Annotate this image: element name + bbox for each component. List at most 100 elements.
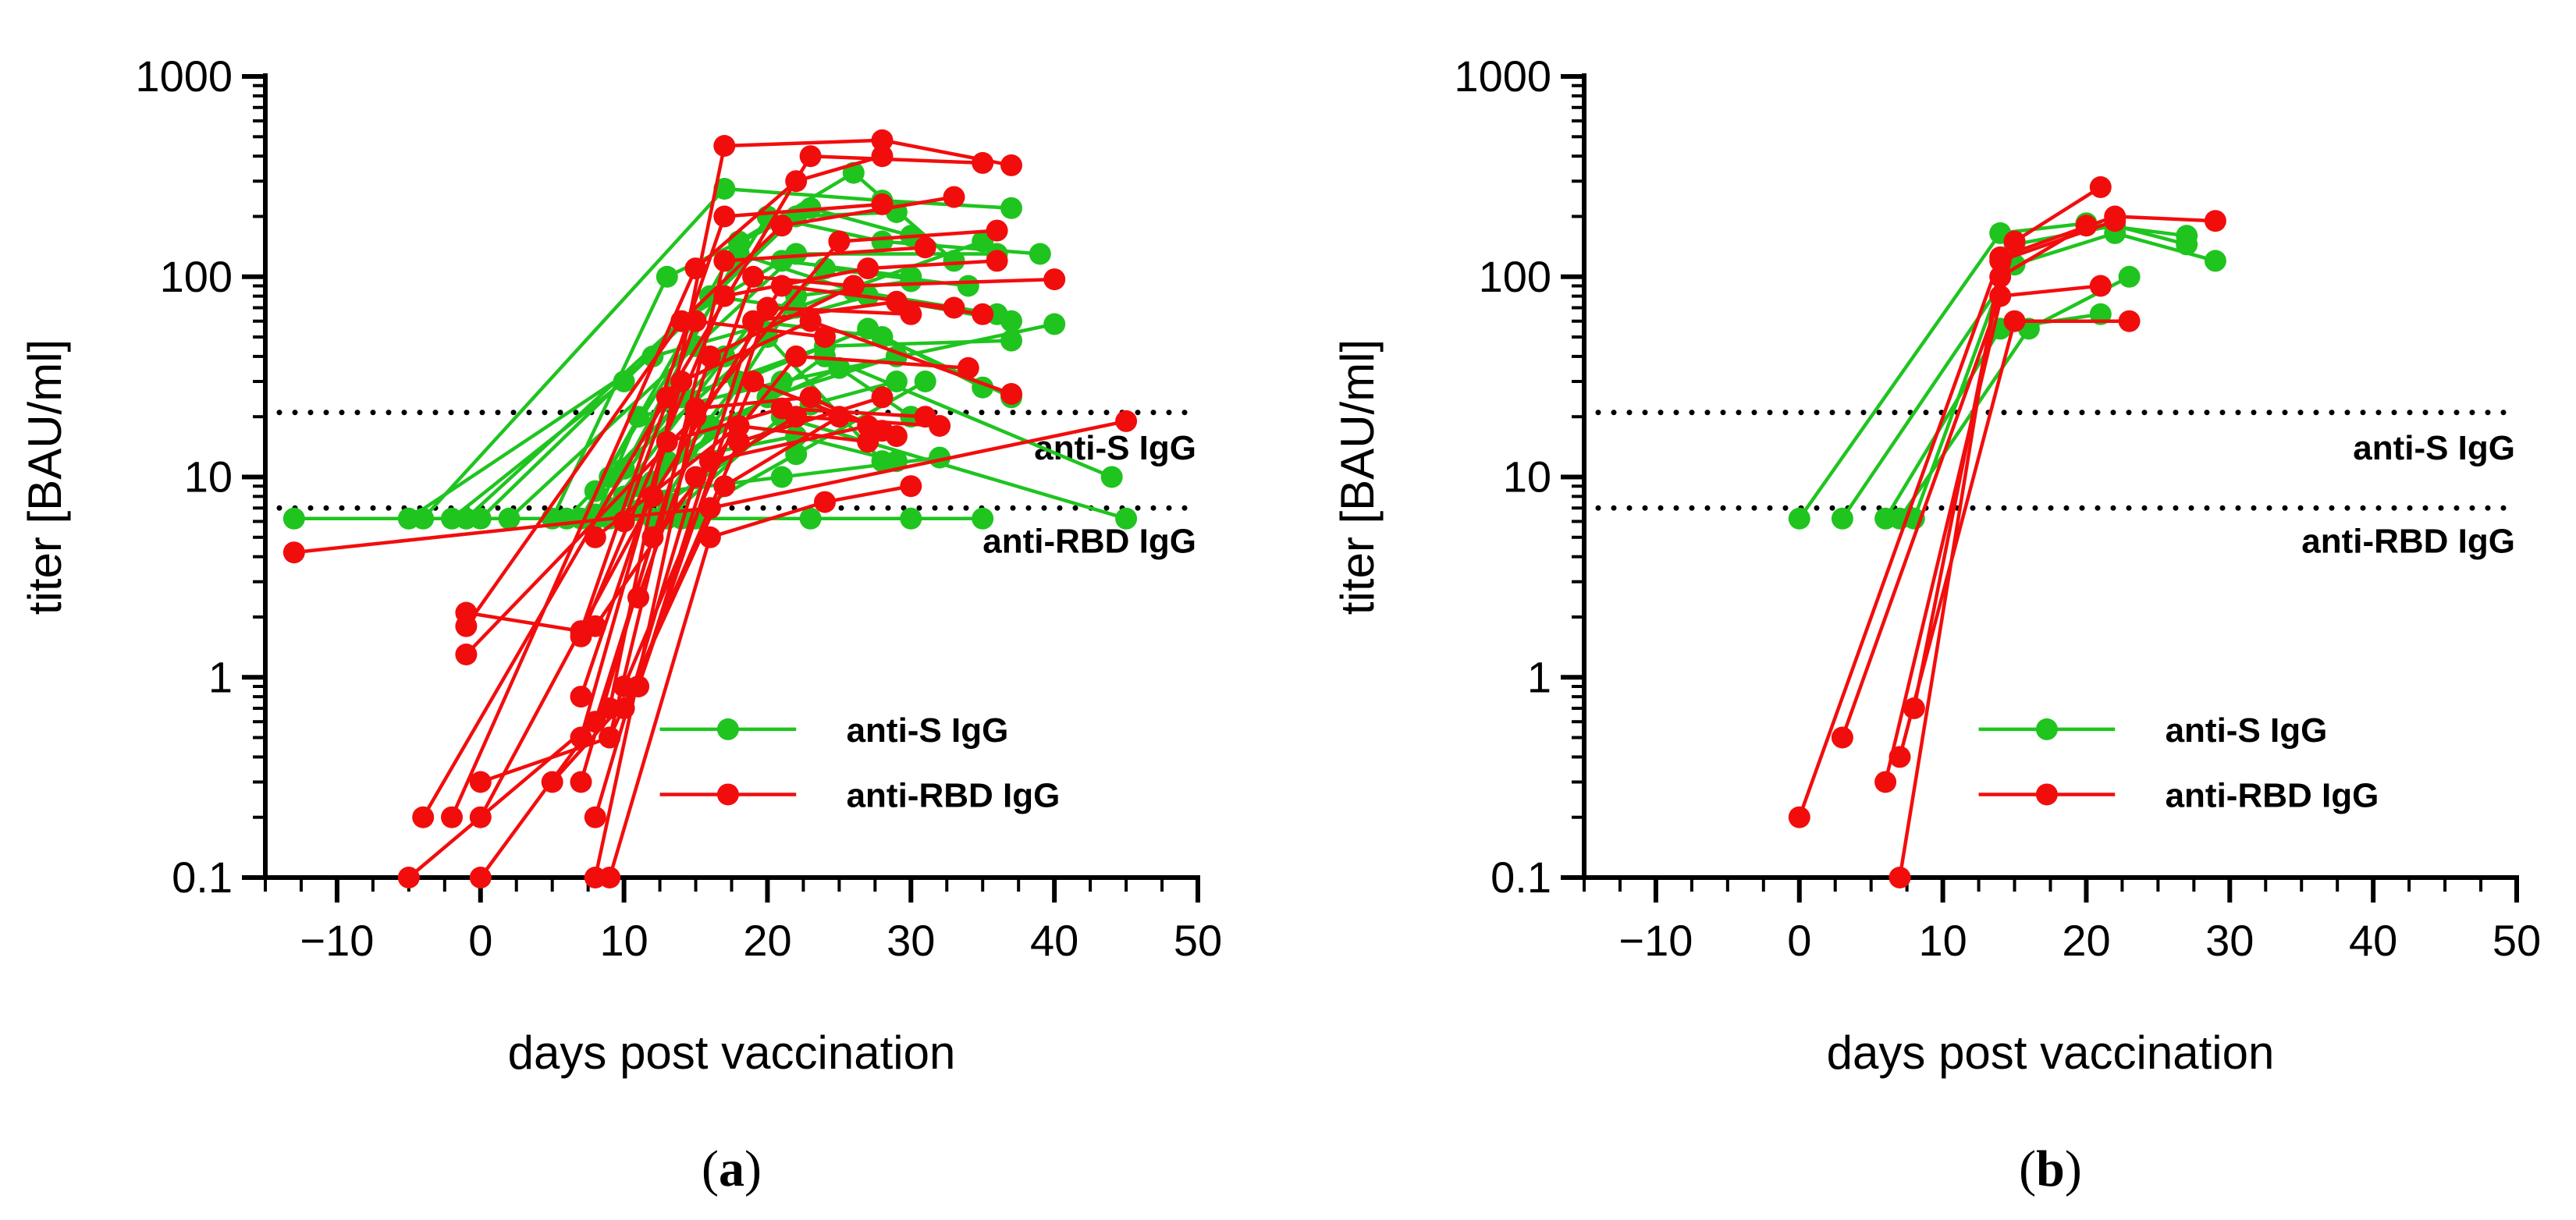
panel-a-data-point [282, 507, 305, 530]
panel-a-data-point [871, 129, 894, 151]
panel-b-data-point [2118, 310, 2141, 332]
panel-a-threshold-label-anti-rbd-igg: anti-RBD IgG [982, 522, 1196, 560]
panel-a-series-anti-rbd-igg [282, 129, 1138, 888]
panel-a-data-point [713, 135, 736, 157]
panel-a-data-point [684, 310, 707, 332]
panel-a-subject-line [464, 195, 954, 627]
panel-b-subject-line [1898, 319, 2130, 757]
panel-b-y-tick-label: 100 [1479, 252, 1551, 301]
panel-b-subject-line [1841, 231, 2216, 520]
panel-a-data-point [957, 275, 979, 297]
panel-a-data-point [785, 345, 808, 367]
panel-a-data-point [713, 285, 736, 307]
panel-a-data-point [871, 145, 894, 168]
panel-a-data-point [857, 431, 879, 453]
panel-b-x-tick-label: −10 [1618, 916, 1693, 965]
panel-a-data-point [799, 310, 822, 332]
panel-b-threshold-label-anti-rbd-igg: anti-RBD IgG [2301, 522, 2515, 560]
panel-a-subject-line [478, 284, 954, 818]
panel-a-data-point [814, 491, 836, 513]
panel-b-subject-line [1912, 223, 2187, 520]
panel-a-data-point [1043, 313, 1066, 335]
panel-a-legend-label: anti-RBD IgG [847, 776, 1061, 814]
panel-a-data-point [900, 270, 922, 293]
panel-a-data-point [570, 771, 592, 793]
panel-a-x-tick-label: 40 [1030, 916, 1078, 965]
panel-a-data-point [828, 230, 851, 253]
panel-a-subject-line [608, 484, 911, 878]
panel-b-data-point [1831, 507, 1853, 530]
panel-b-data-point [1888, 867, 1911, 888]
panel-a-legend-item-anti-s-igg: anti-S IgG [659, 711, 1008, 750]
panel-a-subject-line [466, 202, 883, 633]
panel-b-y-tick-label: 0.1 [1491, 853, 1551, 902]
panel-a-x-tick-label: 0 [468, 916, 492, 965]
panel-a-data-point [986, 219, 1008, 242]
panel-a-data-point [785, 243, 808, 265]
panel-a-data-point [727, 415, 750, 437]
panel-a-data-point [1000, 154, 1022, 176]
panel-a-data-point [770, 371, 793, 392]
panel-b-data-point [1788, 806, 1810, 828]
panel-b-data-point [1989, 265, 2012, 288]
panel-a-data-point [584, 806, 606, 828]
panel-b-data-point [2089, 275, 2112, 297]
panel-b-data-point [2118, 265, 2141, 288]
panel-a-data-point [570, 686, 592, 708]
panel-a-data-point [441, 806, 463, 828]
panel-a-data-point [282, 541, 305, 564]
panel-b-caption-letter: b [2036, 1140, 2065, 1197]
panel-a-data-point [570, 726, 592, 749]
panel-a-data-point [814, 326, 836, 348]
panel-a-data-point [613, 510, 635, 533]
panel-a-data-point [713, 205, 736, 228]
panel-a-data-point [1043, 268, 1066, 291]
panel-a-data-point [785, 170, 808, 193]
panel-b-data-point [2003, 230, 2026, 253]
panel-a-data-point [656, 265, 678, 288]
panel-a-data-point [684, 257, 707, 280]
panel-a-data-point [785, 443, 808, 466]
panel-a-data-point [742, 265, 765, 288]
panel-b-data-point [1788, 507, 1810, 530]
panel-a-x-tick-label: −10 [300, 916, 374, 965]
panel-b-series-anti-s-igg [1788, 212, 2226, 530]
panel-a-data-point [498, 507, 521, 530]
panel-a-data-point [1029, 243, 1051, 265]
panel-b-caption: (b) [2019, 1140, 2082, 1197]
panel-a-y-tick-label: 1000 [135, 51, 233, 101]
panel-b-x-tick-label: 0 [1787, 916, 1811, 965]
panel-a-data-point [698, 345, 721, 367]
panel-a-data-point [412, 806, 435, 828]
panel-a-data-point [1115, 507, 1138, 530]
panel-b-data-point [2003, 310, 2026, 332]
panel-b-y-axis-title: titer [BAU/ml] [1331, 339, 1384, 615]
panel-a-y-tick-label: 0.1 [172, 853, 233, 902]
panel-a-data-point [756, 296, 779, 319]
panel-a-data-point [1000, 329, 1022, 352]
panel-a-data-point [770, 215, 793, 237]
panel-a-data-point [972, 151, 994, 174]
panel-b-legend-label: anti-RBD IgG [2166, 776, 2379, 814]
panel-b-threshold-label-anti-s-igg: anti-S IgG [2353, 429, 2515, 467]
panel-a-data-point [972, 507, 994, 530]
panel-a-data-point [828, 406, 851, 428]
panel-b-data-point [1888, 746, 1911, 768]
panel-b-legend-item-anti-s-igg: anti-S IgG [1978, 711, 2327, 750]
panel-a-y-axis-title: titer [BAU/ml] [19, 339, 71, 615]
panel-b-subject-line [1797, 215, 2215, 818]
panel-b-x-tick-label: 50 [2493, 916, 2541, 965]
panel-a-data-point [842, 275, 865, 297]
panel-a-data-point [972, 303, 994, 325]
panel-a-subject-line [579, 319, 1012, 739]
panel-b-data-point [2204, 250, 2226, 272]
panel-a-data-point [455, 644, 478, 665]
panel-a-data-point [1115, 410, 1138, 432]
panel-a-x-tick-label: 20 [743, 916, 791, 965]
panel-a-y-tick-label: 100 [160, 252, 233, 301]
panel-b-legend-swatch-marker [2035, 783, 2058, 806]
panel-a-data-point [885, 290, 908, 313]
panel-a-data-point [900, 303, 922, 325]
panel-a-data-point [799, 145, 822, 168]
panel-a-data-point [943, 296, 965, 319]
